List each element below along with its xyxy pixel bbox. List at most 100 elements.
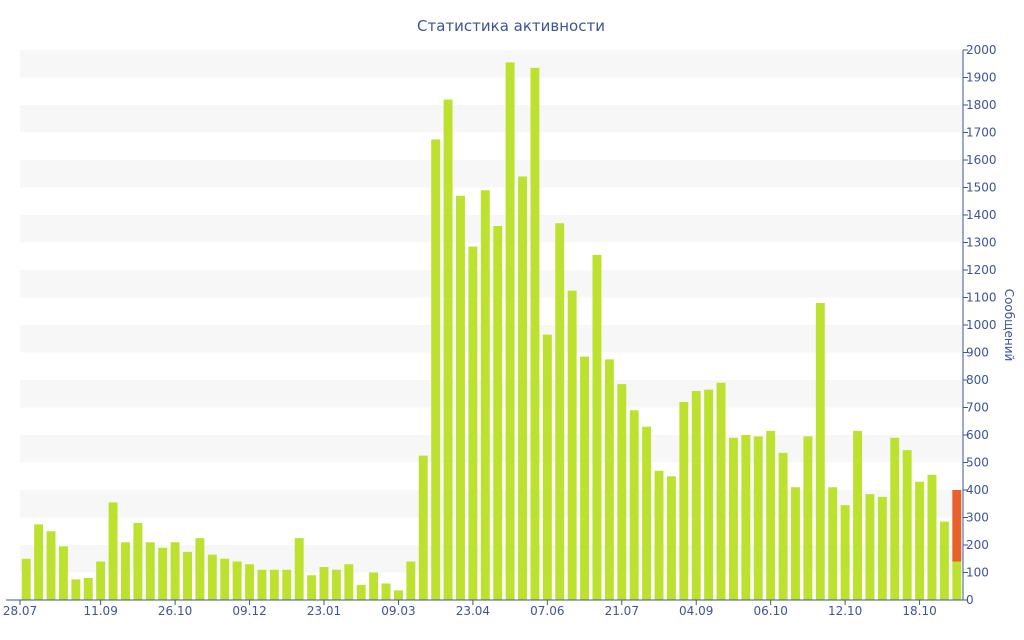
bar[interactable] <box>853 430 862 601</box>
x-tick-label: 09.03 <box>381 604 415 618</box>
bar[interactable] <box>220 558 230 600</box>
x-tick-label: 04.09 <box>679 604 713 618</box>
bar[interactable] <box>269 569 279 600</box>
bar[interactable] <box>183 551 192 601</box>
bar[interactable] <box>840 505 850 601</box>
y-tick-label: 1500 <box>966 181 997 195</box>
bar[interactable] <box>207 554 217 601</box>
bar[interactable] <box>133 523 143 600</box>
bar[interactable] <box>493 226 503 600</box>
bar[interactable] <box>71 579 81 601</box>
bar[interactable] <box>741 435 751 600</box>
bar[interactable] <box>108 502 118 601</box>
y-axis-title: Сообщений <box>1002 289 1016 362</box>
x-tick-label: 06.10 <box>753 604 787 618</box>
bar[interactable] <box>691 391 701 600</box>
bar[interactable] <box>170 542 180 600</box>
bar[interactable] <box>803 436 813 601</box>
bar[interactable] <box>642 426 652 600</box>
bar[interactable] <box>555 223 565 600</box>
bar[interactable] <box>96 561 106 601</box>
bar[interactable] <box>518 176 527 601</box>
bar[interactable] <box>604 359 614 601</box>
bar[interactable] <box>567 290 577 601</box>
bar[interactable] <box>815 303 825 600</box>
bar[interactable] <box>468 246 478 601</box>
bar[interactable] <box>939 521 949 601</box>
bar[interactable] <box>766 430 776 601</box>
bar[interactable] <box>778 452 788 601</box>
bar[interactable] <box>307 575 317 600</box>
bar[interactable] <box>580 356 590 601</box>
bar[interactable] <box>381 583 391 601</box>
bar[interactable] <box>902 450 912 601</box>
x-tick-label: 28.07 <box>3 604 37 618</box>
bar[interactable] <box>34 524 44 601</box>
bar[interactable] <box>865 494 875 601</box>
bar[interactable] <box>195 538 205 601</box>
bar[interactable] <box>331 569 341 600</box>
bar[interactable] <box>542 334 552 601</box>
bar[interactable] <box>431 139 441 601</box>
bar[interactable] <box>46 531 56 600</box>
x-tick-label: 23.01 <box>307 604 341 618</box>
bar[interactable] <box>369 572 379 601</box>
y-tick-label: 800 <box>966 373 989 387</box>
bar[interactable] <box>716 382 726 600</box>
bar[interactable] <box>877 496 887 601</box>
bar[interactable] <box>480 190 490 600</box>
y-tick-label: 300 <box>966 511 989 525</box>
bar[interactable] <box>654 470 664 600</box>
bar[interactable] <box>21 558 31 600</box>
bar[interactable] <box>679 402 689 600</box>
bar[interactable] <box>952 490 962 562</box>
bar[interactable] <box>666 476 676 600</box>
bar[interactable] <box>505 62 515 601</box>
y-tick-label: 1000 <box>966 318 997 332</box>
x-tick-label: 21.07 <box>605 604 639 618</box>
bar[interactable] <box>443 99 453 601</box>
grid-band <box>20 215 963 243</box>
bar[interactable] <box>158 547 168 600</box>
bar[interactable] <box>344 564 354 600</box>
bar[interactable] <box>83 578 93 600</box>
y-tick-label: 400 <box>966 483 989 497</box>
bar[interactable] <box>915 481 925 600</box>
bar[interactable] <box>617 384 627 601</box>
bar[interactable] <box>58 546 68 601</box>
bar[interactable] <box>121 542 130 600</box>
y-tick-label: 0 <box>966 593 974 607</box>
bar[interactable] <box>828 487 838 600</box>
bar[interactable] <box>592 254 602 600</box>
bar[interactable] <box>232 561 242 601</box>
bar[interactable] <box>282 569 292 600</box>
bar[interactable] <box>294 538 304 601</box>
y-tick-label: 1700 <box>966 126 997 140</box>
grid-band <box>20 105 963 133</box>
bar[interactable] <box>927 474 937 601</box>
bar[interactable] <box>753 436 763 601</box>
grid-band <box>20 380 963 408</box>
x-tick-label: 07.06 <box>530 604 564 618</box>
bar[interactable] <box>257 569 267 600</box>
bar[interactable] <box>418 455 428 601</box>
bar[interactable] <box>704 389 714 601</box>
bar[interactable] <box>393 590 403 601</box>
bar[interactable] <box>629 410 639 600</box>
bar[interactable] <box>319 567 329 600</box>
bar[interactable] <box>456 195 465 600</box>
bar[interactable] <box>530 67 540 601</box>
y-tick-label: 1300 <box>966 236 997 250</box>
bar[interactable] <box>890 437 900 600</box>
bar[interactable] <box>356 584 366 601</box>
bar[interactable] <box>952 561 962 601</box>
bar[interactable] <box>406 561 416 601</box>
x-tick-label: 23.04 <box>456 604 490 618</box>
bar[interactable] <box>728 437 738 600</box>
bar[interactable] <box>791 487 800 600</box>
x-tick-label: 09.12 <box>232 604 266 618</box>
bar[interactable] <box>245 564 255 600</box>
bar[interactable] <box>145 542 155 600</box>
y-tick-label: 100 <box>966 566 989 580</box>
x-tick-label: 11.09 <box>83 604 117 618</box>
